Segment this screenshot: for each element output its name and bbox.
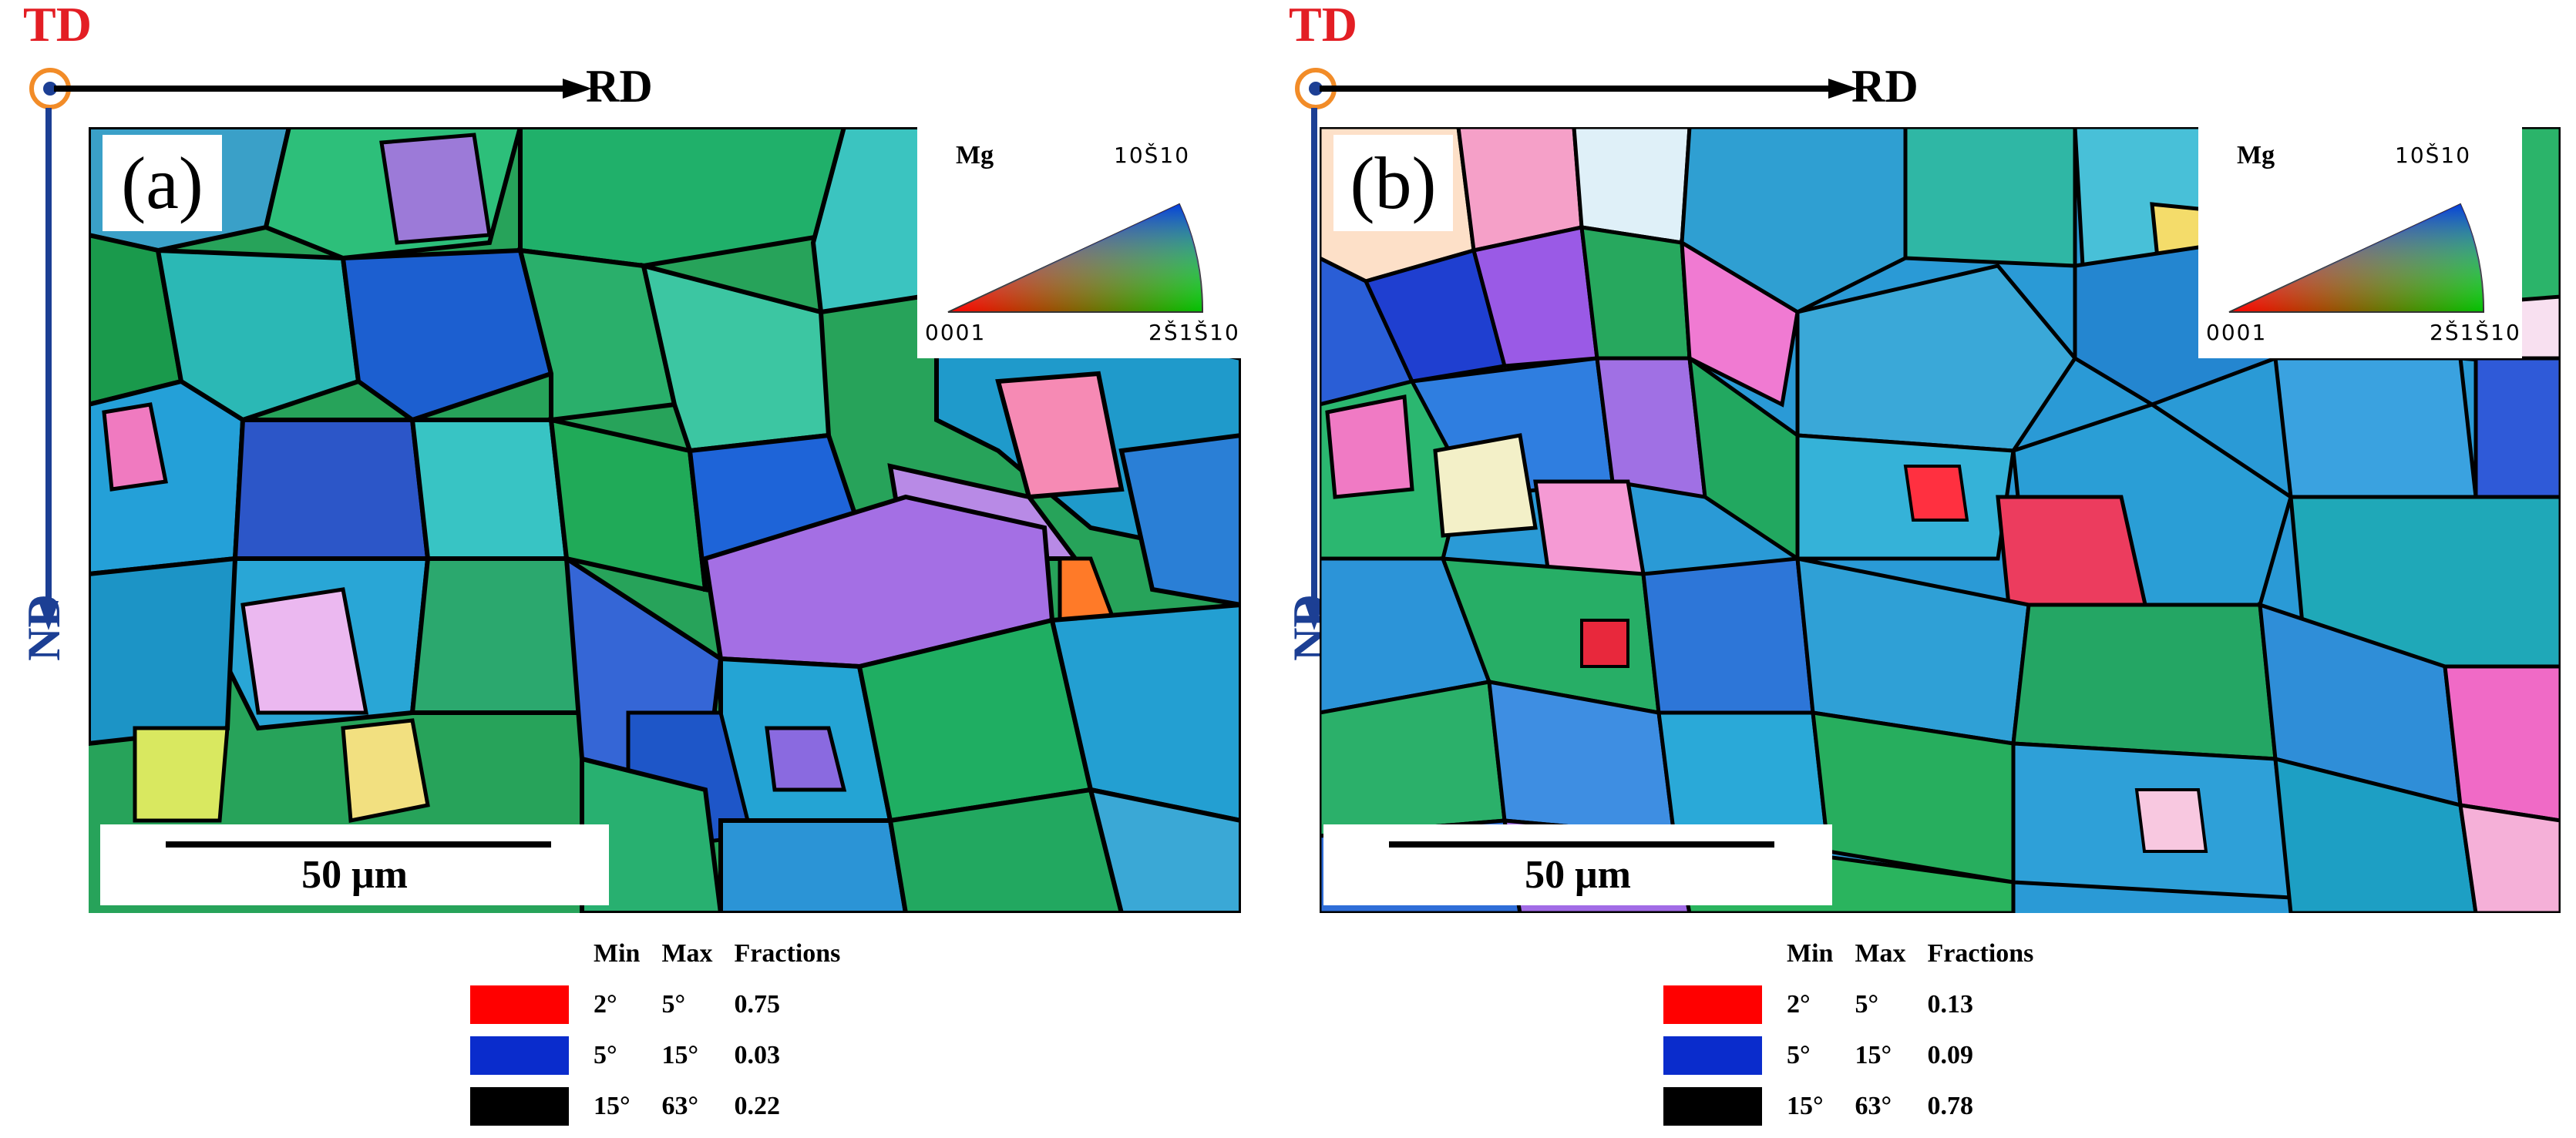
ebsd-ipf-map-a: (a) Mg 10Š10 0001 2Š1Š10 5 <box>89 127 1241 913</box>
td-out-of-plane-icon <box>1295 68 1337 109</box>
low-angle-swatch <box>470 985 569 1024</box>
misorientation-table-b: Min Max Fractions 2° 5° 0.13 5° 15° 0.09… <box>1663 928 2044 1132</box>
medium-angle-swatch <box>470 1036 569 1075</box>
nd-axis-label: ND <box>18 594 69 661</box>
ebsd-ipf-map-b: (b) Mg 10Š10 0001 2Š1Š10 5 <box>1320 127 2561 913</box>
scale-bar-line <box>166 841 551 848</box>
td-axis-label: TD <box>1289 0 1357 52</box>
table-row: 15° 63° 0.22 <box>470 1081 851 1132</box>
column-header-max: Max <box>1855 939 1906 968</box>
ipf-corner-2110: 2Š1Š10 <box>1148 320 1240 345</box>
ipf-material-label: Mg <box>956 141 994 170</box>
column-header-fractions: Fractions <box>1927 939 2034 968</box>
panel-a: TD RD ND <box>18 0 1272 1138</box>
scale-bar-label: 50 μm <box>1525 853 1631 897</box>
nd-arrow-icon <box>39 108 59 630</box>
column-header-fractions: Fractions <box>734 939 841 968</box>
medium-angle-swatch <box>1663 1036 1762 1075</box>
scale-bar-b: 50 μm <box>1323 824 1832 905</box>
ipf-corner-2110: 2Š1Š10 <box>2430 320 2521 345</box>
table-header-row: Min Max Fractions <box>470 928 851 979</box>
ipf-triangle-icon <box>947 203 1204 313</box>
rd-arrow-icon <box>1320 79 1858 99</box>
column-header-max: Max <box>661 939 713 968</box>
column-header-min: Min <box>1787 939 1834 968</box>
rd-axis-label: RD <box>1851 61 1919 112</box>
table-header-row: Min Max Fractions <box>1663 928 2044 979</box>
panel-letter-b: (b) <box>1333 135 1453 231</box>
rd-arrow-icon <box>54 79 592 99</box>
scale-bar-a: 50 μm <box>100 824 609 905</box>
ipf-corner-1010: 10Š10 <box>2395 143 2472 168</box>
grain-map-a <box>89 127 1241 913</box>
panel-b: TD RD ND <box>1284 0 2561 1138</box>
rd-axis-label: RD <box>586 61 653 112</box>
ipf-color-key-a: Mg 10Š10 0001 2Š1Š10 <box>917 127 1241 358</box>
table-row: 5° 15° 0.03 <box>470 1030 851 1081</box>
ipf-corner-0001: 0001 <box>2206 320 2268 345</box>
high-angle-swatch <box>470 1087 569 1126</box>
panel-letter-a: (a) <box>103 135 222 231</box>
table-row: 15° 63° 0.78 <box>1663 1081 2044 1132</box>
low-angle-swatch <box>1663 985 1762 1024</box>
high-angle-swatch <box>1663 1087 1762 1126</box>
table-row: 2° 5° 0.13 <box>1663 979 2044 1030</box>
column-header-min: Min <box>594 939 641 968</box>
scale-bar-line <box>1389 841 1774 848</box>
ipf-material-label: Mg <box>2237 141 2275 170</box>
ipf-corner-0001: 0001 <box>925 320 987 345</box>
table-row: 5° 15° 0.09 <box>1663 1030 2044 1081</box>
ipf-triangle-icon <box>2228 203 2485 313</box>
td-axis-label: TD <box>23 0 92 52</box>
ipf-corner-1010: 10Š10 <box>1114 143 1191 168</box>
table-row: 2° 5° 0.75 <box>470 979 851 1030</box>
misorientation-table-a: Min Max Fractions 2° 5° 0.75 5° 15° 0.03… <box>470 928 851 1132</box>
ipf-color-key-b: Mg 10Š10 0001 2Š1Š10 <box>2198 127 2522 358</box>
scale-bar-label: 50 μm <box>301 853 408 897</box>
